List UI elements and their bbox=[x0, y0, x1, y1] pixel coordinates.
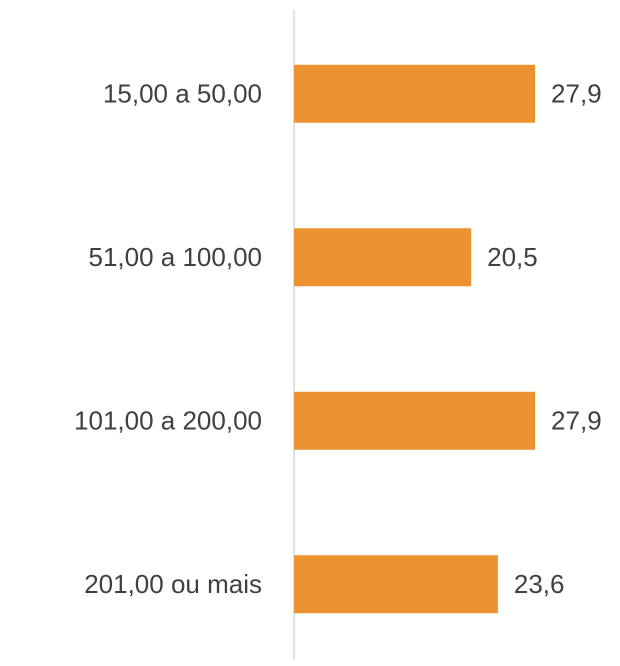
data-label: 20,5 bbox=[487, 242, 538, 272]
bar bbox=[294, 228, 472, 287]
bar bbox=[294, 555, 498, 614]
y-tick-label: 15,00 a 50,00 bbox=[103, 79, 262, 109]
bar bbox=[294, 64, 536, 123]
data-label: 27,9 bbox=[551, 406, 602, 436]
y-tick-label: 51,00 a 100,00 bbox=[89, 242, 263, 272]
data-label: 27,9 bbox=[551, 79, 602, 109]
data-label: 23,6 bbox=[514, 569, 565, 599]
y-tick-label: 201,00 ou mais bbox=[84, 569, 262, 599]
bar bbox=[294, 391, 536, 450]
y-tick-label: 101,00 a 200,00 bbox=[74, 406, 262, 436]
